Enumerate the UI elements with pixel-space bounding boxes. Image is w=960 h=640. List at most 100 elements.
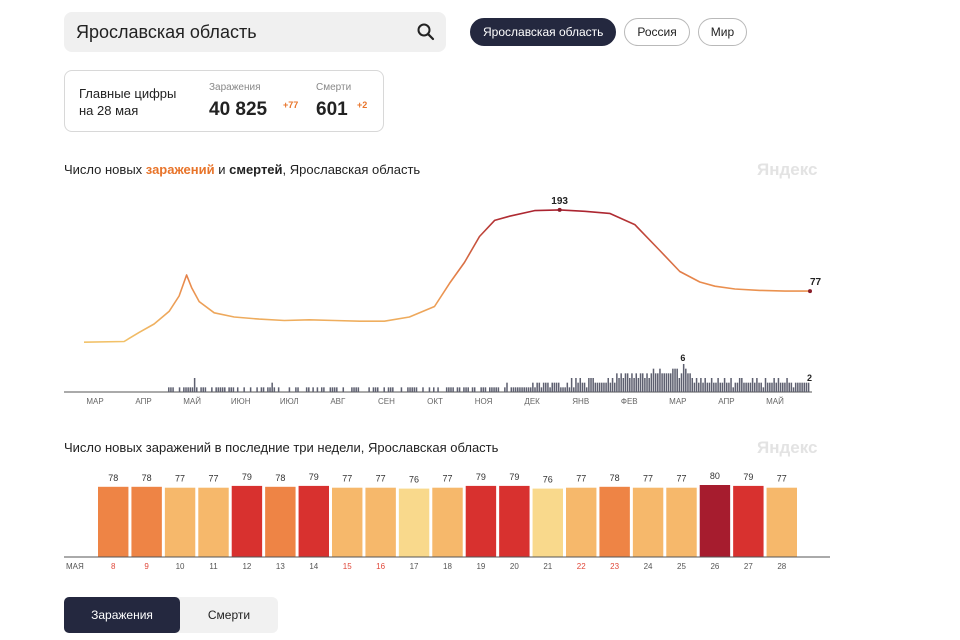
- yandex-watermark-2: Яндекс: [757, 438, 818, 457]
- deaths-bar: [547, 382, 549, 392]
- deaths-bar: [413, 387, 416, 392]
- deaths-bar: [445, 387, 448, 392]
- deaths-bar: [717, 378, 719, 392]
- day-bar: [666, 487, 697, 557]
- deaths-bar: [437, 387, 439, 392]
- deaths-bar: [342, 387, 345, 392]
- chart1-title-infections: заражений: [145, 162, 215, 177]
- search-icon[interactable]: [416, 22, 436, 42]
- deaths-bar: [594, 382, 597, 392]
- deaths-bar: [553, 382, 556, 392]
- deaths-bar: [611, 378, 614, 392]
- deaths-bar: [745, 382, 747, 392]
- region-world-button[interactable]: Мир: [697, 18, 748, 46]
- deaths-bar: [529, 387, 532, 392]
- x-tick-label: АВГ: [330, 397, 346, 406]
- deaths-peak-label: 6: [680, 353, 685, 363]
- deaths-bar: [603, 382, 605, 392]
- deaths-bar: [523, 387, 525, 392]
- search-box[interactable]: Ярославская область: [64, 12, 446, 52]
- deaths-bar: [542, 382, 545, 392]
- deaths-bar: [734, 382, 737, 392]
- day-value-label: 79: [509, 472, 519, 482]
- deaths-bar: [575, 378, 577, 392]
- deaths-bar: [357, 387, 360, 392]
- deaths-bar: [738, 378, 741, 392]
- deaths-bar: [687, 373, 689, 392]
- deaths-bar: [480, 387, 482, 392]
- deaths-bar: [710, 378, 713, 392]
- deaths-bar: [368, 387, 370, 392]
- deaths-bar: [510, 387, 513, 392]
- deaths-bar: [751, 378, 754, 392]
- deaths-bar: [514, 387, 517, 392]
- deaths-bar: [573, 387, 575, 392]
- day-bar: [298, 485, 329, 557]
- day-bar: [499, 485, 530, 557]
- chart1-title-mid: и: [214, 162, 230, 177]
- deaths-bar: [616, 373, 618, 392]
- deaths-bar: [667, 373, 670, 392]
- deaths-bar: [762, 387, 765, 392]
- deaths-bar: [689, 373, 691, 392]
- deaths-bar: [784, 382, 786, 392]
- deaths-bar: [691, 378, 694, 392]
- deaths-bar: [221, 387, 224, 392]
- chart1-title-prefix: Число новых: [64, 162, 146, 177]
- deaths-bar: [560, 387, 562, 392]
- day-bar: [398, 488, 430, 557]
- deaths-bar: [538, 382, 541, 392]
- deaths-bar: [376, 387, 379, 392]
- deaths-bar: [168, 387, 170, 392]
- deaths-bar: [448, 387, 450, 392]
- deaths-bar: [271, 382, 273, 392]
- deaths-bar: [493, 387, 495, 392]
- x-tick-label: ИЮЛ: [280, 397, 299, 406]
- deaths-bar: [517, 387, 519, 392]
- search-input[interactable]: Ярославская область: [76, 22, 257, 42]
- day-value-label: 78: [108, 473, 118, 483]
- deaths-label: Смерти: [316, 82, 352, 93]
- x-tick-label: АПР: [135, 397, 151, 406]
- deaths-bar: [583, 382, 586, 392]
- day-tick-label: 18: [443, 562, 452, 571]
- day-value-label: 77: [676, 474, 686, 484]
- deaths-total: 601: [316, 99, 348, 120]
- deaths-bar: [260, 387, 263, 392]
- deaths-bar: [588, 378, 590, 392]
- day-bar: [699, 485, 731, 557]
- deaths-bar: [773, 378, 775, 392]
- deaths-bar: [715, 382, 717, 392]
- deaths-bar: [807, 382, 810, 392]
- region-yaroslavl-button[interactable]: Ярославская область: [470, 18, 617, 46]
- day-value-label: 77: [342, 474, 352, 484]
- region-russia-button[interactable]: Россия: [624, 18, 690, 46]
- deaths-bar: [215, 387, 217, 392]
- day-tick-label: 15: [343, 562, 352, 571]
- annotation-label: 77: [810, 277, 822, 288]
- annotation-label: 193: [551, 196, 568, 207]
- deaths-bar: [316, 387, 319, 392]
- tab-deaths[interactable]: Смерти: [207, 608, 251, 622]
- deaths-bar: [540, 387, 543, 392]
- deaths-bar: [193, 378, 196, 392]
- day-tick-label: 13: [276, 562, 285, 571]
- deaths-bar: [581, 382, 584, 392]
- deaths-bar: [652, 368, 655, 392]
- deaths-bar: [211, 387, 213, 392]
- deaths-bar: [596, 382, 599, 392]
- deaths-bar: [598, 382, 601, 392]
- deaths-bar: [644, 378, 646, 392]
- infections-label: Заражения: [209, 82, 261, 93]
- tab-infections[interactable]: Заражения: [64, 597, 180, 633]
- deaths-bar: [433, 387, 435, 392]
- x-tick-label: ДЕК: [524, 397, 540, 406]
- deaths-bar: [799, 382, 801, 392]
- deaths-bar: [777, 378, 780, 392]
- deaths-bar: [590, 378, 592, 392]
- deaths-bar: [400, 387, 403, 392]
- deaths-bar: [786, 378, 788, 392]
- deaths-bar: [170, 387, 172, 392]
- deaths-bar: [228, 387, 230, 392]
- deaths-bar: [747, 382, 750, 392]
